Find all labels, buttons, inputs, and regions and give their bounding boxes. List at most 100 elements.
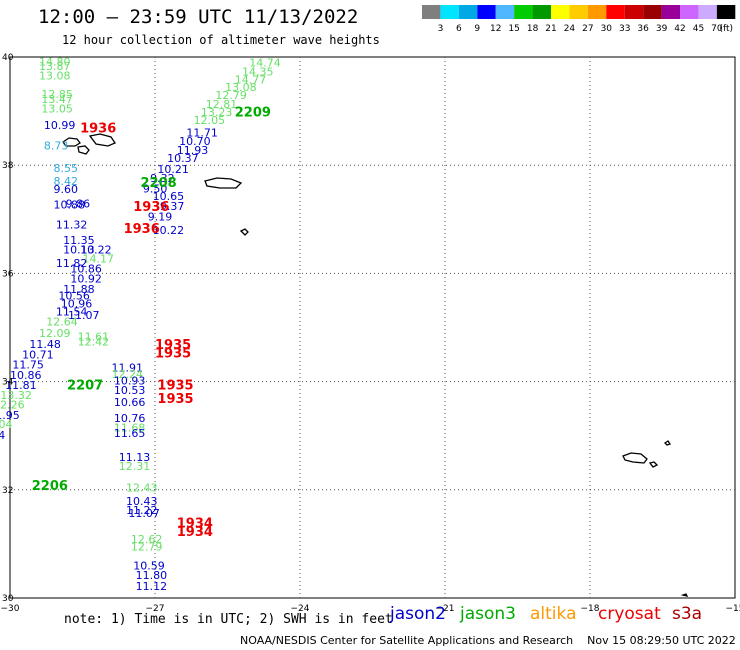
wave-height-value: 12.24 xyxy=(112,368,144,381)
wave-height-value: 11.71 xyxy=(186,127,218,140)
wave-height-value: 14.17 xyxy=(83,253,115,266)
wave-height-value: 13.87 xyxy=(39,60,71,73)
wave-height-value: 10.59 xyxy=(133,559,165,572)
wave-height-value: 13.32 xyxy=(0,389,32,402)
wave-height-value: 11.54 xyxy=(56,306,88,319)
colorbar-tick-label: 70 xyxy=(711,24,723,34)
colorbar-tick-label: 36 xyxy=(637,24,649,34)
island-madeira xyxy=(622,452,648,464)
island-santa-maria xyxy=(239,228,249,236)
island-canary-islet xyxy=(680,593,689,597)
wave-height-value: 10.66 xyxy=(114,396,145,409)
legend-jason2: jason2 xyxy=(390,604,446,624)
coastline xyxy=(62,133,689,597)
wave-height-value: 10.53 xyxy=(114,384,145,397)
wave-height-value: 9.32 xyxy=(150,172,175,185)
wave-height-value: 12.64 xyxy=(46,315,78,328)
y-tick-label: 34 xyxy=(2,378,14,388)
colorbar-tick-label: 15 xyxy=(508,24,519,34)
wave-height-value: 12.79 xyxy=(131,540,163,553)
wave-height-value: 10.21 xyxy=(157,163,189,176)
wave-height-value: 10.76 xyxy=(114,412,145,425)
credit-line: NOAA/NESDIS Center for Satellite Applica… xyxy=(240,634,736,647)
wave-height-value: 10.99 xyxy=(44,119,75,132)
wave-height-value: 12.42 xyxy=(78,335,110,348)
wave-height-value: 10.13 xyxy=(63,243,95,256)
colorbar-swatch xyxy=(698,5,717,19)
colorbar: 3 6 9 12 15 18 21 24 27 30 33 36 39 42 45 70(ft) xyxy=(422,5,736,34)
wave-height-value: 11.61 xyxy=(78,330,110,343)
wave-height-value: 11.48 xyxy=(29,338,61,351)
wave-height-value: 9.19 xyxy=(148,210,173,223)
colorbar-tick-label: 39 xyxy=(656,24,668,34)
colorbar-swatch xyxy=(680,5,699,19)
wave-height-value: 11.35 xyxy=(63,234,95,247)
colorbar-swatch xyxy=(661,5,681,19)
wave-height-value: 12.43 xyxy=(126,481,158,494)
y-tick-label: 32 xyxy=(2,486,13,496)
wave-height-value: 10.96 xyxy=(61,297,93,310)
colorbar-tick-label: 21 xyxy=(545,24,556,34)
x-tick-label: −18 xyxy=(581,604,600,614)
wave-height-value: 13.23 xyxy=(201,106,233,119)
wave-height-value: 10.88 xyxy=(54,198,86,211)
wave-height-value: 11.68 xyxy=(114,421,145,434)
track-time-label: 1935 xyxy=(155,346,191,361)
wave-height-value: 13.08 xyxy=(39,70,71,83)
colorbar-swatch xyxy=(514,5,533,19)
colorbar-swatch xyxy=(551,5,570,19)
colorbar-swatch xyxy=(716,5,736,19)
wave-height-value: 10.65 xyxy=(153,190,185,203)
wave-height-value: 11.81 xyxy=(5,379,37,392)
track-time-label: 1935 xyxy=(157,379,193,394)
wave-height-value: 10.22 xyxy=(80,243,112,256)
wave-height-value: 11.95 xyxy=(0,409,20,422)
wave-height-value: 9.50 xyxy=(143,182,168,195)
colorbar-tick-label: 3 xyxy=(438,24,444,34)
wave-height-value: 10.43 xyxy=(126,495,158,508)
wave-height-value: 9.60 xyxy=(54,183,79,196)
colorbar-tick-label: 9 xyxy=(474,24,480,34)
wave-height-value: 11.80 xyxy=(136,569,168,582)
colorbar-swatch xyxy=(422,5,441,19)
colorbar-tick-label: 45 xyxy=(693,24,704,34)
wave-height-value: 9.37 xyxy=(160,200,185,213)
wave-height-values: 14.7414.3514.7713.0812.7912.8113.2312.05… xyxy=(0,56,281,593)
wave-height-value: 10.84 xyxy=(0,429,5,442)
colorbar-swatch xyxy=(495,5,515,19)
track-time-label: 1935 xyxy=(155,338,191,353)
track-time-label: 2206 xyxy=(32,479,68,494)
wave-height-value: 10.22 xyxy=(153,224,185,237)
wave-height-value: 14.74 xyxy=(249,57,281,70)
track-time-label: 2208 xyxy=(141,176,177,191)
wave-height-value: 8.42 xyxy=(54,175,79,188)
colorbar-swatch xyxy=(569,5,588,19)
track-time-label: 1936 xyxy=(80,122,116,137)
wave-height-value: 13.47 xyxy=(41,93,73,106)
colorbar-tick-label: 24 xyxy=(564,24,576,34)
map-title: 12:00 — 23:59 UTC 11/13/2022 xyxy=(38,6,359,28)
wave-height-value: 11.93 xyxy=(177,144,209,157)
colorbar-swatch xyxy=(606,5,625,19)
colorbar-swatch xyxy=(477,5,496,19)
colorbar-swatch xyxy=(587,5,607,19)
wave-height-value: 12.05 xyxy=(194,114,226,127)
y-tick-label: 36 xyxy=(2,269,14,279)
wave-height-value: 11.91 xyxy=(112,361,144,374)
track-time-label: 1936 xyxy=(124,222,160,237)
track-time-label: 2209 xyxy=(235,106,271,121)
colorbar-tick-label: 33 xyxy=(619,24,630,34)
wave-height-value: 11.12 xyxy=(136,580,168,593)
legend-altika: altika xyxy=(530,604,577,624)
x-tick-label: −24 xyxy=(291,604,310,614)
legend-jason3: jason3 xyxy=(460,604,516,624)
x-tick-label: −15 xyxy=(726,604,740,614)
wave-height-value: 12.62 xyxy=(131,533,163,546)
colorbar-tick-label: 6 xyxy=(456,24,462,34)
legend-s3a: s3a xyxy=(672,604,703,624)
colorbar-swatch xyxy=(643,5,662,19)
colorbar-unit: (ft) xyxy=(719,24,733,34)
wave-height-value: 11.75 xyxy=(12,359,44,372)
y-tick-label: 38 xyxy=(2,161,14,171)
